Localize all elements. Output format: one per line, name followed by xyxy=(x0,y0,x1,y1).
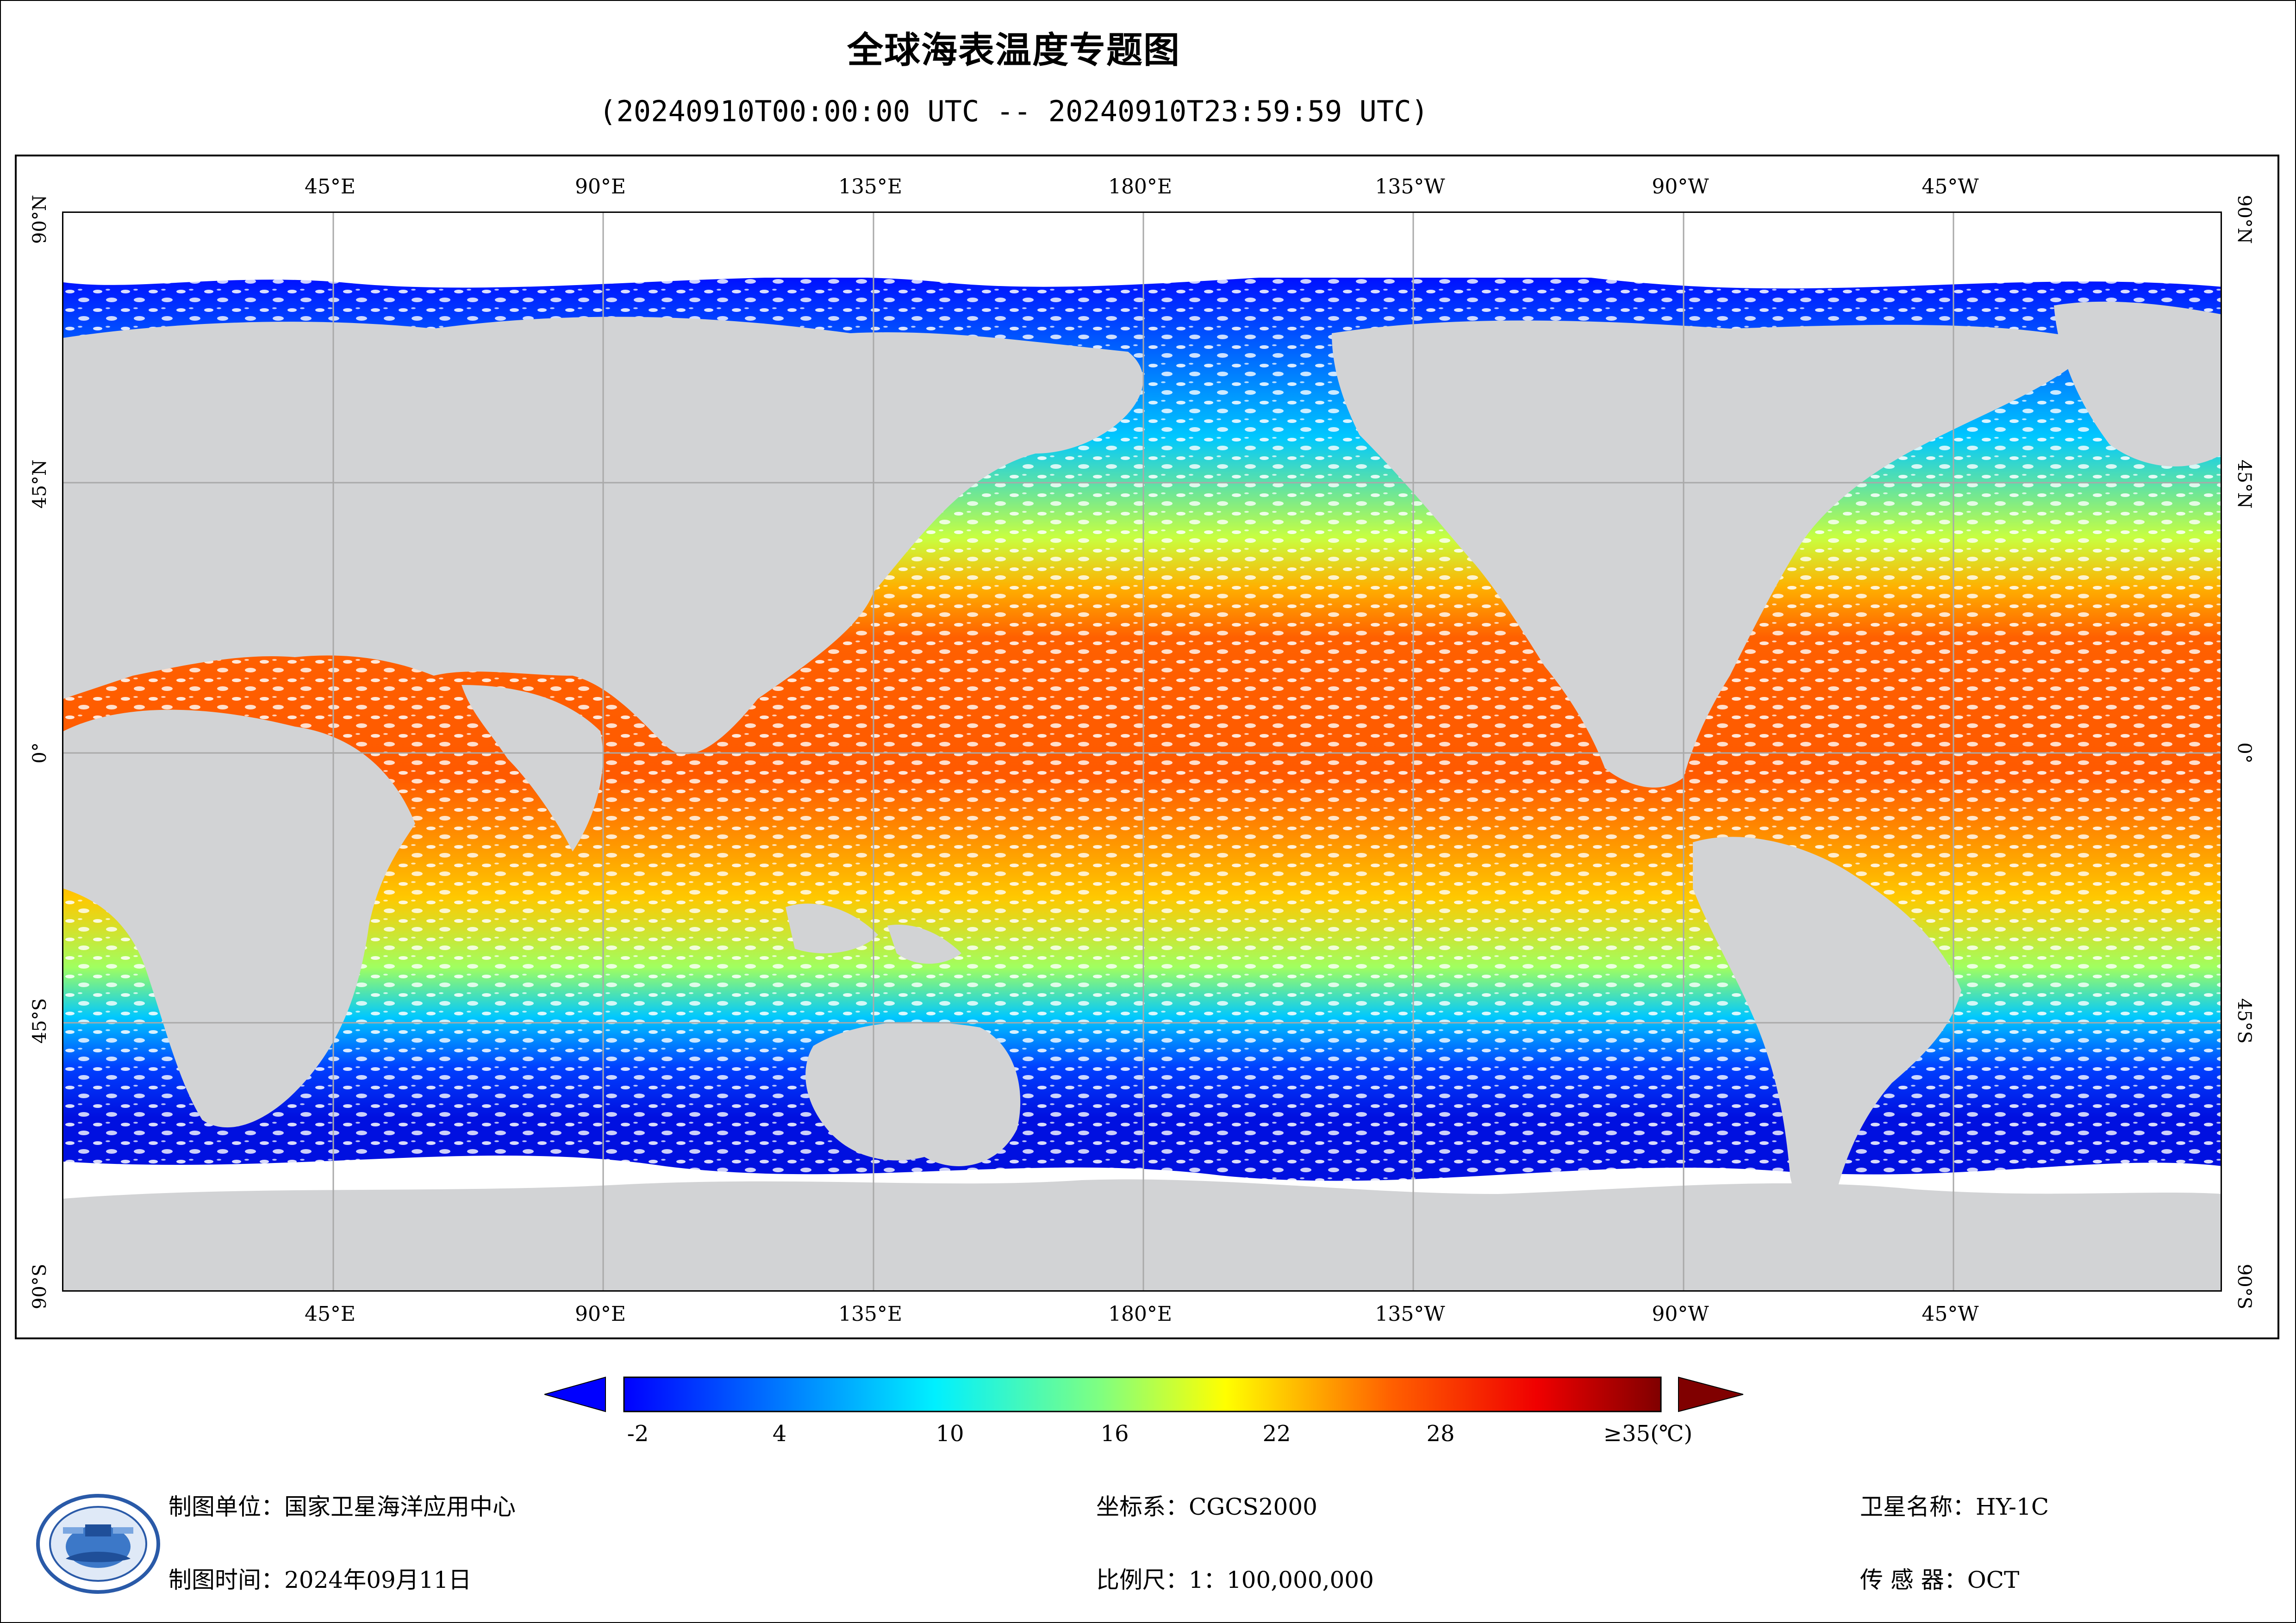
footer-satellite-name: 卫星名称：HY-1C xyxy=(1860,1493,2049,1520)
lon-label-bottom-90e: 90°E xyxy=(574,1302,626,1326)
lat-label-left-45n: 45°N xyxy=(29,460,50,509)
colorbar-low-arrow xyxy=(544,1376,606,1412)
nsoas-logo-icon xyxy=(36,1494,160,1594)
lat-label-left-90s: 90°S xyxy=(29,1263,50,1310)
lon-label-top-45e: 45°E xyxy=(304,175,356,199)
lat-label-left-90n: 90°N xyxy=(29,195,50,244)
sst-map[interactable] xyxy=(62,211,2222,1292)
colorbar-tick-22: 22 xyxy=(1262,1421,1291,1447)
lon-label-top-90e: 90°E xyxy=(574,175,626,199)
lon-label-bottom-90w: 90°W xyxy=(1652,1302,1709,1326)
greenland-land xyxy=(2054,301,2221,466)
lat-label-left-0: 0° xyxy=(29,742,50,764)
lon-label-bottom-45e: 45°E xyxy=(304,1302,356,1326)
lon-label-top-180e: 180°E xyxy=(1108,175,1173,199)
graticule xyxy=(63,213,2221,1290)
colorbar-high-arrow xyxy=(1678,1376,1743,1412)
footer-scale: 比例尺：1：100,000,000 xyxy=(1096,1567,1374,1593)
lon-label-bottom-45w: 45°W xyxy=(1922,1302,1979,1326)
lat-label-right-0: 0° xyxy=(2234,742,2255,764)
footer-mapping-unit: 制图单位：国家卫星海洋应用中心 xyxy=(168,1493,516,1520)
colorbar-tick-28: 28 xyxy=(1426,1421,1455,1447)
lon-label-top-135w: 135°W xyxy=(1375,175,1445,199)
colorbar-tick-35: ≥35(℃) xyxy=(1603,1421,1693,1447)
lat-label-right-45n: 45°N xyxy=(2234,460,2255,509)
time-range-subtitle: (20240910T00:00:00 UTC -- 20240910T23:59… xyxy=(599,94,1429,128)
lon-label-top-45w: 45°W xyxy=(1922,175,1979,199)
temperature-colorbar xyxy=(544,1376,1743,1412)
lon-label-bottom-135e: 135°E xyxy=(838,1302,903,1326)
india-arabia-land xyxy=(462,685,603,852)
lon-label-bottom-180e: 180°E xyxy=(1108,1302,1173,1326)
map-frame xyxy=(15,155,2279,1339)
north-america-land xyxy=(1332,320,2100,788)
lon-label-top-135e: 135°E xyxy=(838,175,903,199)
footer-sensor: 传 感 器：OCT xyxy=(1860,1567,2020,1593)
south-america-land xyxy=(1693,837,1961,1215)
colorbar-gradient-bar xyxy=(623,1376,1662,1412)
colorbar-tick-4: 4 xyxy=(772,1421,787,1447)
footer-mapping-date: 制图时间：2024年09月11日 xyxy=(168,1567,472,1593)
australia-land xyxy=(805,1022,1021,1166)
colorbar-tick-10: 10 xyxy=(936,1421,964,1447)
lat-label-right-90s: 90°S xyxy=(2234,1263,2255,1310)
footer-coordinate-system: 坐标系：CGCS2000 xyxy=(1096,1493,1317,1520)
colorbar-tick-16: 16 xyxy=(1100,1421,1129,1447)
sst-map-svg xyxy=(63,213,2221,1290)
colorbar-tick-minus2: -2 xyxy=(627,1421,649,1447)
lat-label-right-90n: 90°N xyxy=(2234,195,2255,244)
map-title: 全球海表温度专题图 xyxy=(847,30,1180,71)
lat-label-right-45s: 45°S xyxy=(2234,998,2255,1044)
lon-label-bottom-135w: 135°W xyxy=(1375,1302,1445,1326)
lat-label-left-45s: 45°S xyxy=(29,998,50,1044)
lon-label-top-90w: 90°W xyxy=(1652,175,1709,199)
